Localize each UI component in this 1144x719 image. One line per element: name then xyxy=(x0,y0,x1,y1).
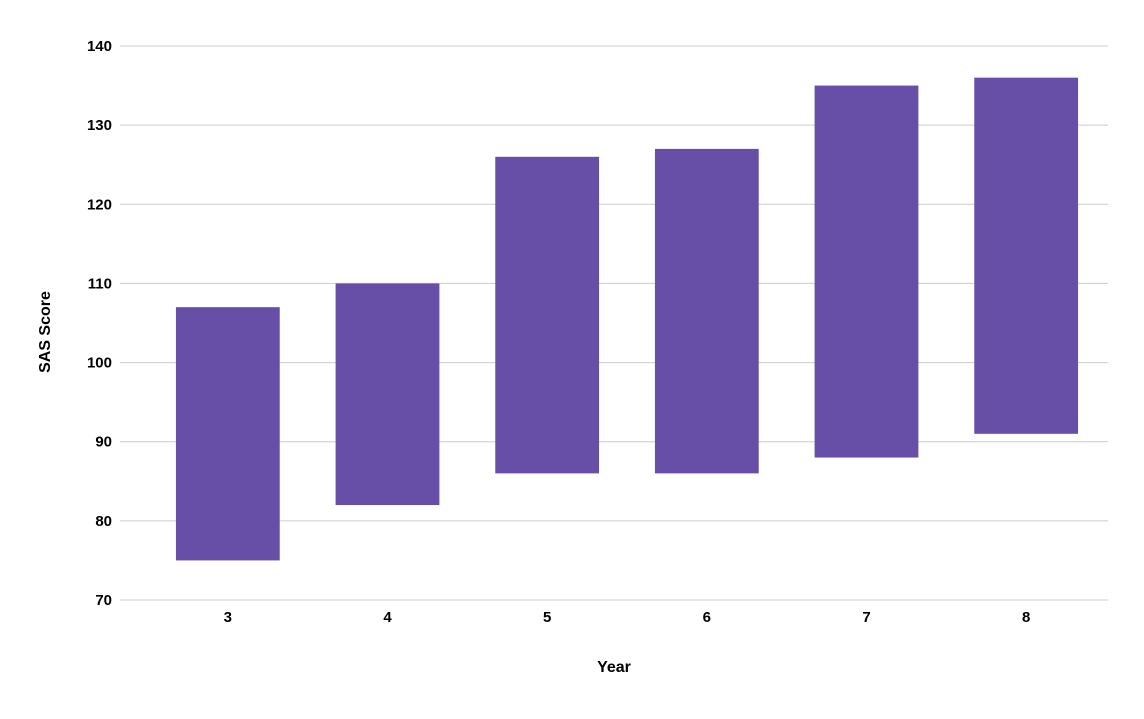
bars xyxy=(175,77,1079,561)
range-bar-year-8 xyxy=(974,77,1079,434)
y-tick-label: 80 xyxy=(95,513,112,530)
range-bar-year-4 xyxy=(335,283,440,506)
range-bar-year-6 xyxy=(654,148,759,474)
x-tick-label: 4 xyxy=(383,609,392,626)
y-tick-label: 70 xyxy=(95,592,112,609)
y-tick-label: 140 xyxy=(87,38,112,55)
y-tick-label: 90 xyxy=(95,434,112,451)
y-tick-label: 120 xyxy=(87,196,112,213)
x-tick-label: 3 xyxy=(224,609,232,626)
x-axis-title: Year xyxy=(597,659,631,676)
y-tick-label: 130 xyxy=(87,117,112,134)
y-tick-label: 100 xyxy=(87,355,112,372)
y-axis-title: SAS Score xyxy=(37,291,54,373)
x-tick-label: 5 xyxy=(543,609,551,626)
range-bar-year-5 xyxy=(495,156,600,474)
range-bar-year-3 xyxy=(175,307,280,561)
y-axis-ticks: 70 80 90 100 110 120 130 140 xyxy=(87,38,112,609)
range-bar-year-7 xyxy=(814,85,919,458)
y-tick-label: 110 xyxy=(88,275,112,292)
x-tick-label: 7 xyxy=(862,609,870,626)
x-axis-ticks: 3 4 5 6 7 8 xyxy=(224,609,1031,626)
x-tick-label: 8 xyxy=(1022,609,1030,626)
gridlines xyxy=(120,45,1108,601)
x-tick-label: 6 xyxy=(703,609,711,626)
